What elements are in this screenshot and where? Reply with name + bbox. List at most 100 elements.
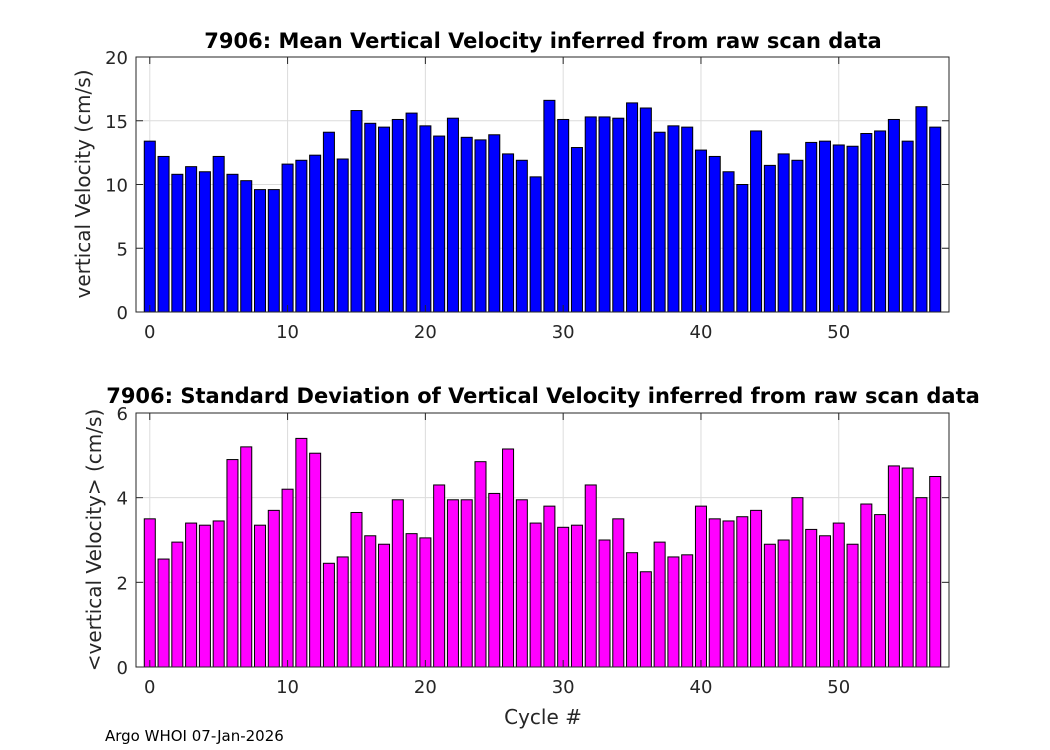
std-bar <box>750 509 763 668</box>
std-bar <box>901 467 914 668</box>
std-bar <box>557 526 570 668</box>
mean-bar <box>653 131 666 313</box>
mean-bar <box>791 159 804 313</box>
std-bar <box>860 503 873 668</box>
std-bar <box>502 448 515 668</box>
std-bar <box>378 543 391 668</box>
mean-bar <box>391 118 404 313</box>
std-bar <box>405 533 418 668</box>
mean-bar <box>722 171 735 313</box>
mean-bar <box>446 117 459 313</box>
footer-credit: Argo WHOI 07-Jan-2026 <box>105 727 284 745</box>
mean-bar <box>405 112 418 313</box>
mean-x-tick-label: 30 <box>552 322 575 343</box>
std-bar <box>309 452 322 668</box>
mean-y-tick-label: 20 <box>105 48 128 69</box>
std-bar <box>254 524 267 668</box>
mean-x-tick-label: 0 <box>144 322 155 343</box>
mean-bar <box>681 126 694 313</box>
std-bar <box>584 484 597 668</box>
std-bar <box>460 499 473 668</box>
mean-bar <box>598 116 611 313</box>
mean-y-tick-label: 15 <box>105 112 128 133</box>
std-bar <box>391 499 404 668</box>
std-bar <box>143 518 156 668</box>
mean-bar <box>281 163 294 313</box>
mean-bar <box>667 125 680 313</box>
mean-x-tick-label: 20 <box>414 322 437 343</box>
std-bar <box>818 535 831 668</box>
mean-y-tick-label: 5 <box>117 239 128 260</box>
std-bar <box>777 539 790 668</box>
mean-bar <box>626 102 639 313</box>
std-bar <box>598 539 611 668</box>
std-y-tick-label: 6 <box>117 404 128 425</box>
std-bar <box>336 556 349 668</box>
std-bar <box>350 511 363 668</box>
mean-bar <box>763 164 776 313</box>
std-bar <box>212 520 225 668</box>
std-bar <box>364 535 377 668</box>
mean-bar <box>639 107 652 313</box>
mean-bar <box>226 173 239 313</box>
std-bar <box>515 499 528 668</box>
std-bar <box>681 554 694 668</box>
std-bar <box>488 492 501 668</box>
std-bar <box>846 543 859 668</box>
mean-bar <box>364 122 377 313</box>
std-velocity-panel: 0 10 20 30 40 50 0 2 4 6 7906: Standard Deviation… <box>82 384 980 729</box>
std-bar <box>694 505 707 668</box>
std-bar <box>667 556 680 668</box>
mean-bar <box>612 117 625 313</box>
mean-bar <box>818 140 831 313</box>
mean-bar <box>419 125 432 313</box>
std-bar <box>543 505 556 668</box>
std-x-tick-label: 50 <box>827 677 850 698</box>
std-bar <box>791 497 804 668</box>
std-y-tick-label: 0 <box>117 658 128 679</box>
std-x-tick-label: 20 <box>414 677 437 698</box>
mean-bar <box>570 147 583 313</box>
std-bar <box>612 518 625 668</box>
mean-bar <box>295 159 308 313</box>
std-bar <box>570 524 583 668</box>
mean-bar <box>502 153 515 313</box>
mean-velocity-title: 7906: Mean Vertical Velocity inferred fr… <box>204 29 881 53</box>
std-bar <box>915 497 928 668</box>
std-bar <box>198 524 211 668</box>
mean-bar <box>557 118 570 313</box>
mean-bar <box>777 153 790 313</box>
mean-bar <box>915 106 928 313</box>
std-bar <box>722 520 735 668</box>
mean-bar <box>350 110 363 313</box>
std-bar <box>433 484 446 668</box>
mean-bar <box>322 131 335 313</box>
std-x-tick-label: 10 <box>276 677 299 698</box>
mean-bar <box>832 144 845 313</box>
mean-bar <box>336 158 349 313</box>
mean-bar <box>240 180 253 313</box>
std-bar <box>929 476 942 668</box>
std-bar <box>240 446 253 668</box>
mean-bar <box>543 99 556 313</box>
mean-bar <box>378 126 391 313</box>
mean-bar <box>750 130 763 313</box>
std-bar <box>805 528 818 668</box>
std-bar <box>281 488 294 668</box>
mean-bar <box>254 189 267 313</box>
mean-bar <box>736 184 749 313</box>
mean-bar <box>694 149 707 313</box>
std-bar <box>874 514 887 668</box>
std-bar <box>736 516 749 668</box>
std-bar <box>295 437 308 668</box>
std-bar <box>474 461 487 668</box>
mean-y-tick-label: 0 <box>117 303 128 324</box>
mean-x-tick-label: 40 <box>690 322 713 343</box>
mean-bar <box>185 166 198 313</box>
mean-x-tick-label: 50 <box>827 322 850 343</box>
mean-velocity-ylabel: vertical Velocity (cm/s) <box>71 70 95 299</box>
mean-bar <box>529 176 542 313</box>
std-x-tick-label: 40 <box>690 677 713 698</box>
std-bar <box>626 552 639 668</box>
